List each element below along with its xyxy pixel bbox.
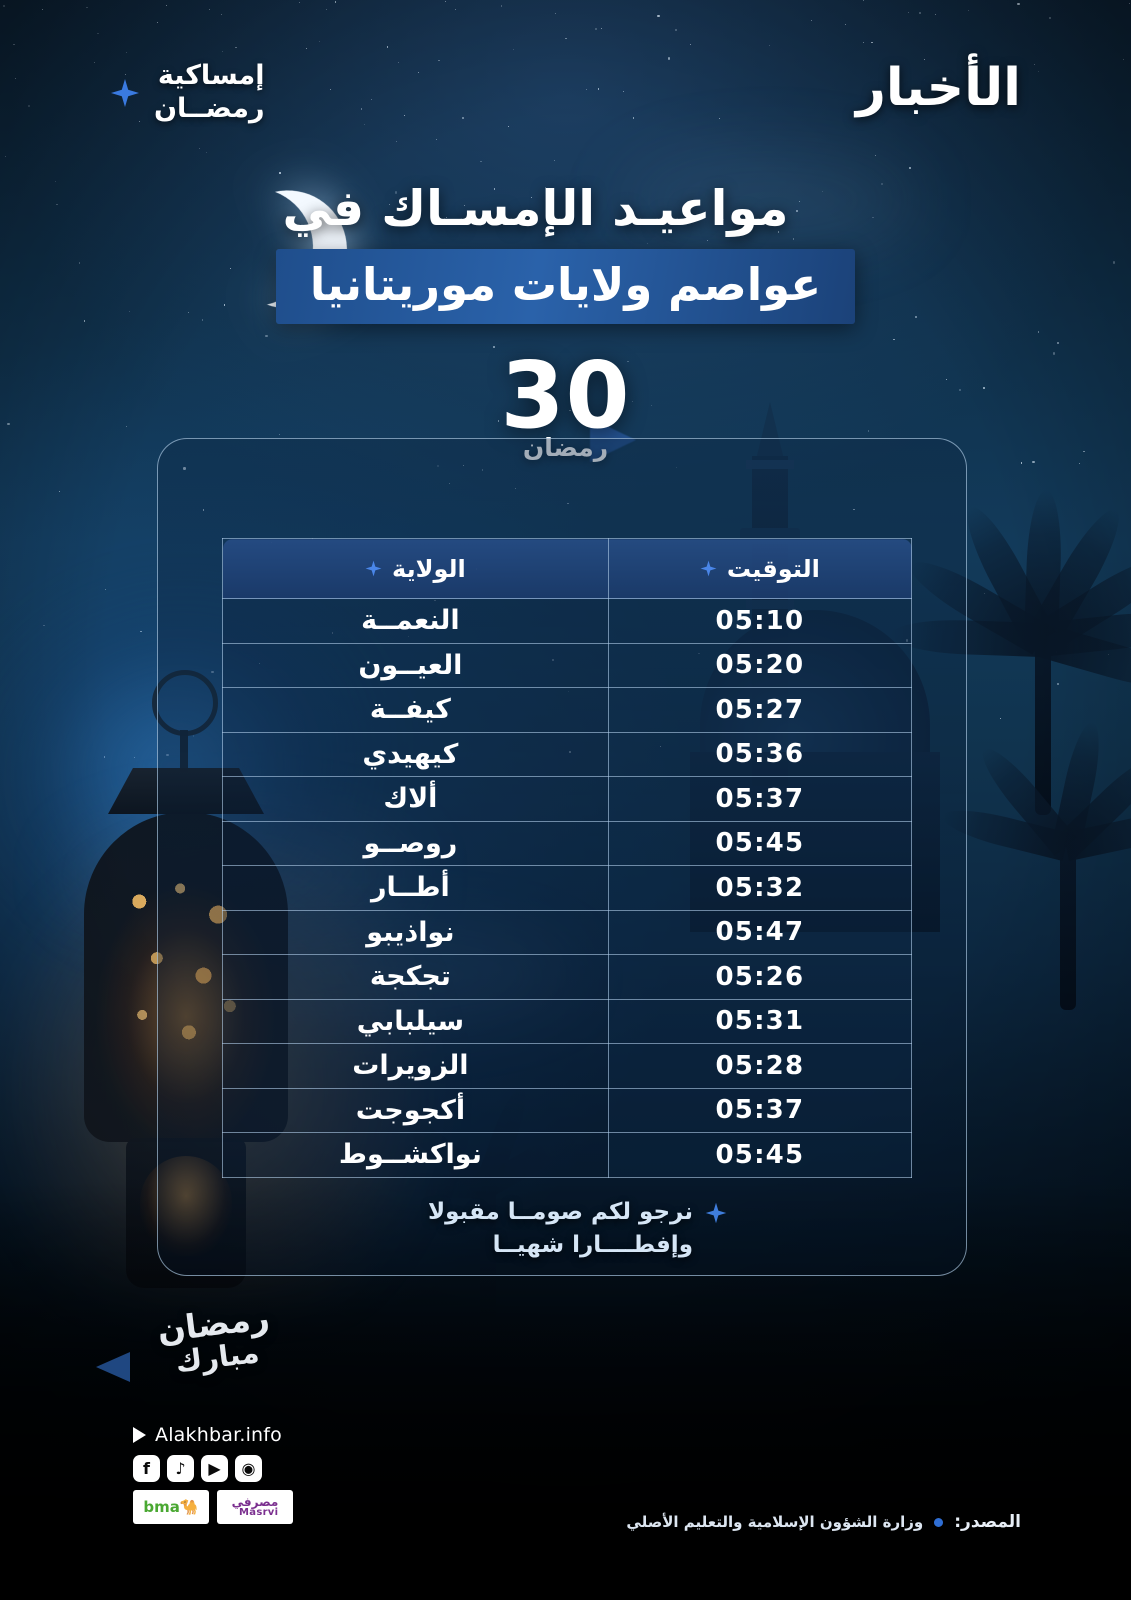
play-icon (133, 1427, 146, 1443)
source-attribution: المصدر: وزارة الشؤون الإسلامية والتعليم … (626, 1512, 1021, 1532)
sparkle-icon (110, 78, 140, 108)
sponsor-logos: bma 🐪 مصرفي Masrvi (133, 1490, 293, 1524)
cell-time: 05:47 (607, 909, 913, 955)
masrvi-logo[interactable]: مصرفي Masrvi (217, 1490, 293, 1524)
table-row: 05:32 أطــار (222, 865, 913, 911)
cell-state: ألاك (222, 776, 609, 822)
cell-state: كيهيدي (222, 731, 609, 777)
cell-time: 05:32 (607, 865, 913, 911)
cell-state: كيفــة (222, 687, 609, 733)
cell-time: 05:20 (607, 642, 913, 688)
hero-title: مواعيـد الإمسـاك في عواصم ولايات موريتان… (0, 180, 1131, 324)
header-state: الولاية (222, 538, 609, 599)
imsak-timetable: التوقيت الولاية (222, 538, 913, 1178)
bullet-icon (934, 1517, 944, 1527)
alakhbar-logo[interactable]: الأخبار (855, 58, 1022, 118)
cell-state: نواذيبو (222, 909, 609, 955)
table-row: 05:37 أكجوجت (222, 1087, 913, 1133)
table-row: 05:27 كيفــة (222, 687, 913, 733)
social-links: f ♪ ▶ ◉ (133, 1455, 262, 1482)
cell-time: 05:37 (607, 776, 913, 822)
bma-logo[interactable]: bma 🐪 (133, 1490, 209, 1524)
greeting-message: نرجو لكم صومــا مقبولا وإفطــــارا شهيــ… (428, 1196, 727, 1263)
table-row: 05:20 العيــون (222, 642, 913, 688)
title-banner: عواصم ولايات موريتانيا (275, 249, 856, 324)
ramadan-day: 30 رمضان (0, 342, 1131, 462)
cell-state: روصــو (222, 820, 609, 866)
greeting-line-1: نرجو لكم صومــا مقبولا (428, 1199, 693, 1225)
table-row: 05:26 تجكجة (222, 954, 913, 1000)
cell-state: أكجوجت (222, 1087, 609, 1133)
facebook-icon[interactable]: f (133, 1455, 160, 1482)
cell-state: نواكشــوط (222, 1132, 609, 1178)
source-value: وزارة الشؤون الإسلامية والتعليم الأصلي (626, 1513, 924, 1531)
cell-time: 05:28 (607, 1043, 913, 1089)
table-row: 05:37 ألاك (222, 776, 913, 822)
cell-time: 05:26 (607, 954, 913, 1000)
brand-line-1: إمساكية (157, 60, 265, 91)
greeting-line-2: وإفطــــارا شهيــا (492, 1232, 693, 1259)
table-body: 05:10 النعمــة 05:20 العيــون 05:27 كيفــة 05:… (222, 598, 913, 1178)
cell-state: أطــار (222, 865, 609, 911)
table-row: 05:45 روصــو (222, 820, 913, 866)
title-line-2: عواصم ولايات موريتانيا (309, 258, 822, 311)
table-row: 05:31 سيلبابي (222, 998, 913, 1044)
title-line-1: مواعيـد الإمسـاك في (282, 180, 789, 237)
ramadan-mubarak-calligraphy: رمضان مبارك (117, 1295, 317, 1413)
sparkle-icon (705, 1202, 727, 1224)
table-row: 05:36 كيهيدي (222, 731, 913, 777)
website-link[interactable]: Alakhbar.info (133, 1424, 282, 1446)
header-time: التوقيت (607, 538, 913, 599)
cell-time: 05:27 (607, 687, 913, 733)
cell-state: الزويرات (222, 1043, 609, 1089)
cell-time: 05:37 (607, 1087, 913, 1133)
dribbble-icon[interactable]: ◉ (235, 1455, 262, 1482)
cell-time: 05:45 (607, 1132, 913, 1178)
table-row: 05:45 نواكشــوط (222, 1132, 913, 1178)
table-row: 05:10 النعمــة (222, 598, 913, 644)
cell-state: النعمــة (222, 598, 609, 644)
tiktok-icon[interactable]: ♪ (167, 1455, 194, 1482)
day-number: 30 (500, 342, 631, 449)
youtube-icon[interactable]: ▶ (201, 1455, 228, 1482)
sparkle-icon (700, 560, 717, 577)
cell-state: سيلبابي (222, 998, 609, 1044)
cell-time: 05:31 (607, 998, 913, 1044)
brand-imsakiya: إمساكية رمضــان (110, 60, 265, 126)
table-row: 05:28 الزويرات (222, 1043, 913, 1089)
cell-state: تجكجة (222, 954, 609, 1000)
website-name: Alakhbar.info (155, 1424, 283, 1446)
cell-time: 05:45 (607, 820, 913, 866)
cell-state: العيــون (222, 642, 609, 688)
cell-time: 05:36 (607, 731, 913, 777)
table-row: 05:47 نواذيبو (222, 909, 913, 955)
source-label: المصدر: (954, 1512, 1021, 1532)
sparkle-icon (365, 560, 382, 577)
header-state-label: الولاية (392, 554, 466, 583)
brand-line-2: رمضــان (154, 92, 265, 124)
table-header-row: التوقيت الولاية (222, 538, 913, 599)
cell-time: 05:10 (607, 598, 913, 644)
header-time-label: التوقيت (726, 554, 820, 583)
day-wing-decoration (590, 418, 636, 462)
